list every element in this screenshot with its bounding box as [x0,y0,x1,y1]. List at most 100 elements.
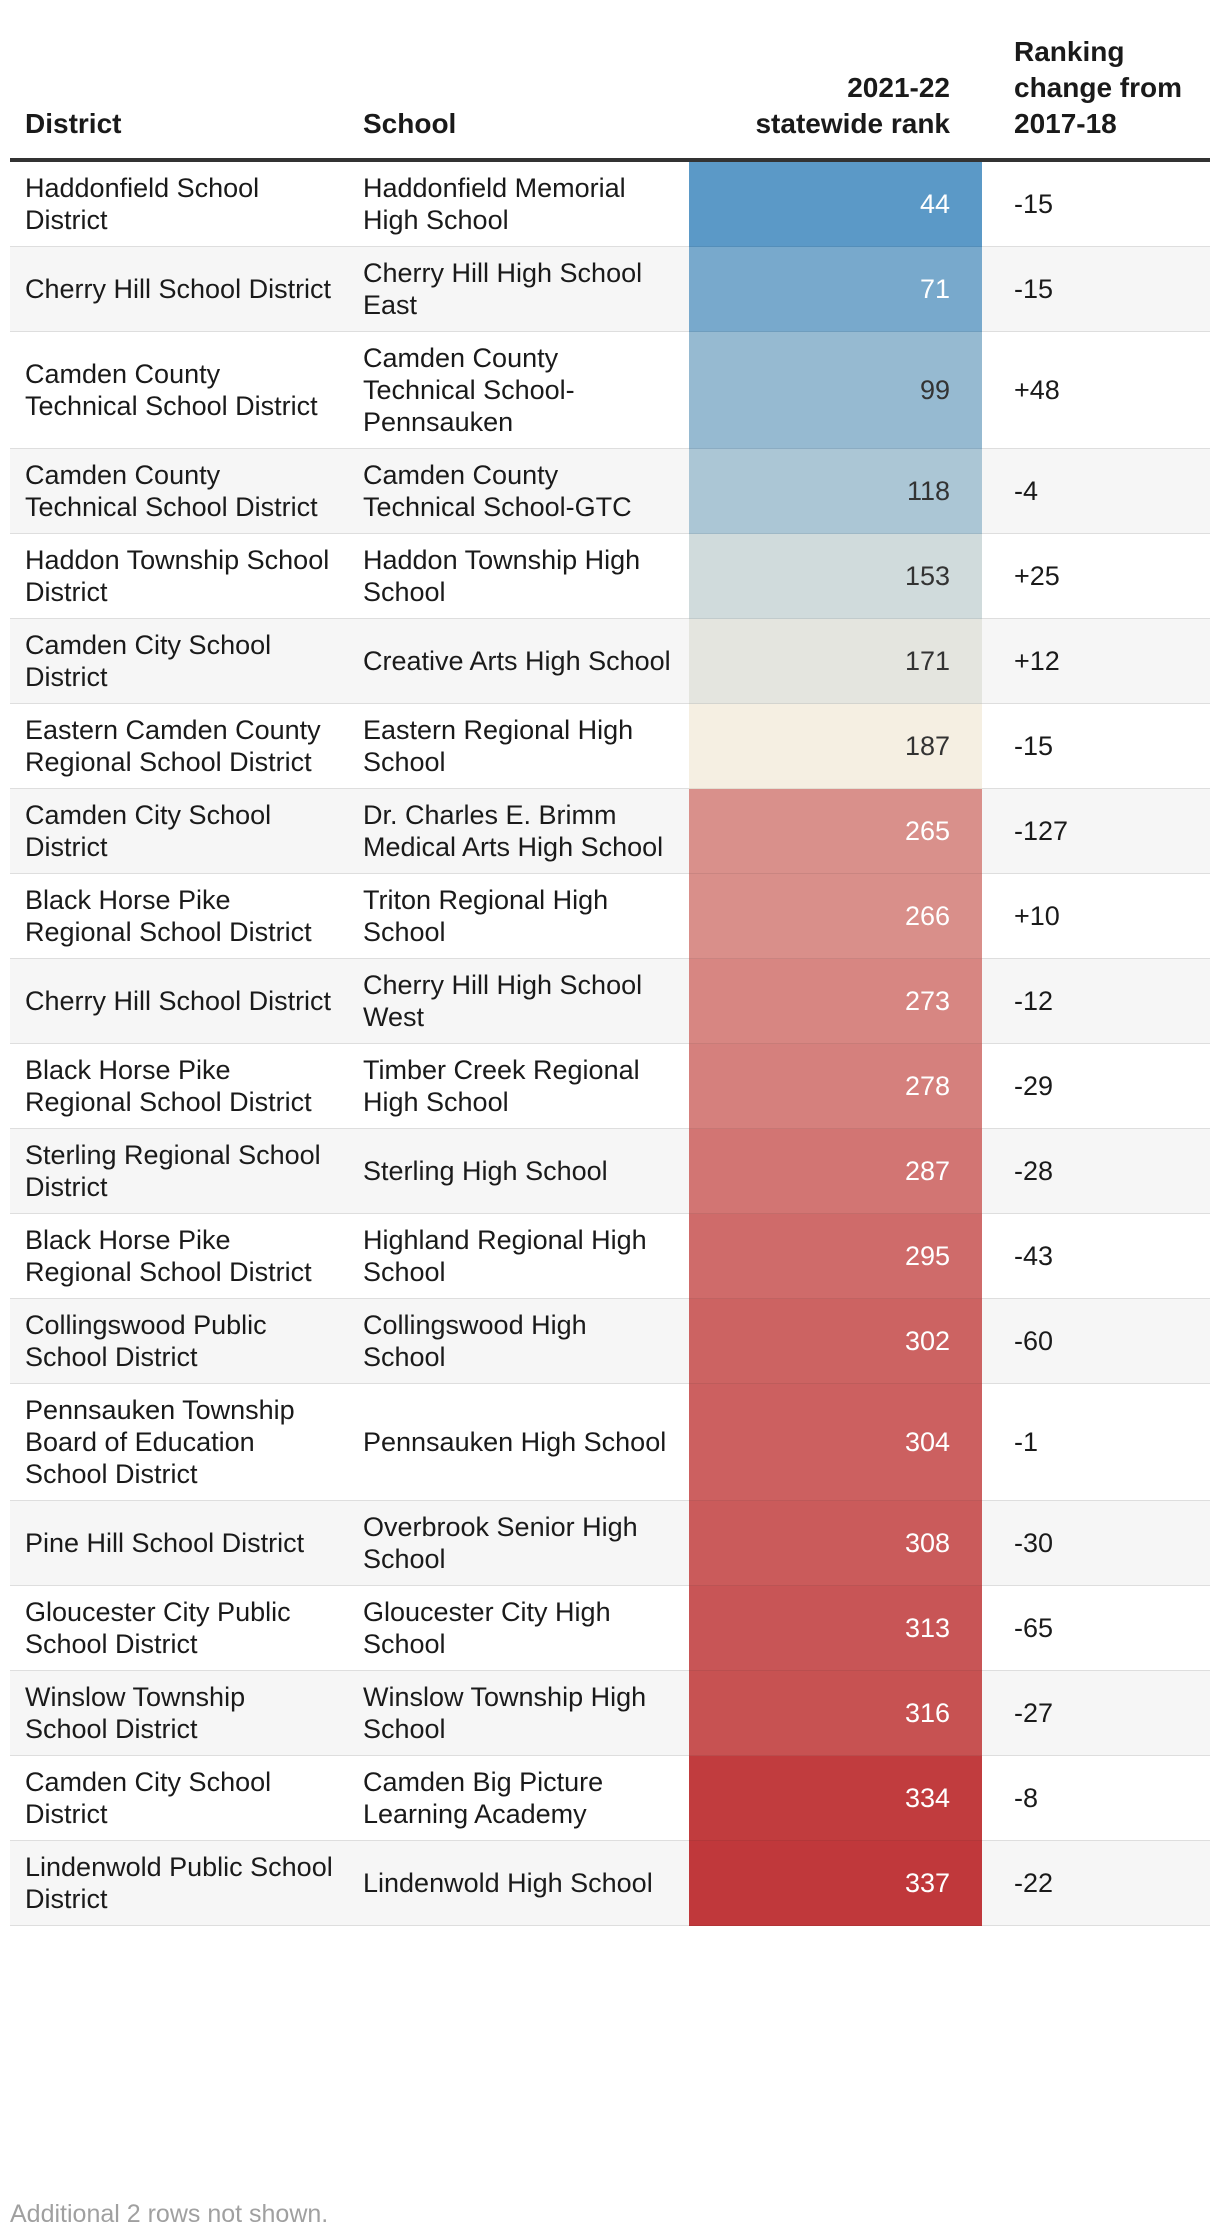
footnote: Additional 2 rows not shown. [10,2200,329,2228]
column-header-rank-line-2: statewide rank [755,108,950,139]
district-cell: Haddonfield School District [10,160,348,247]
column-header-change-line-2: change from [1014,72,1183,103]
change-cell: +48 [982,331,1210,449]
district-cell: Camden County Technical School District [10,331,348,449]
table-row: Black Horse Pike Regional School Distric… [10,1043,1210,1129]
district-cell: Winslow Township School District [10,1670,348,1756]
change-cell: -60 [982,1298,1210,1384]
rank-cell: 278 [689,1043,982,1129]
column-header-rank[interactable]: 2021-22 statewide rank [689,20,982,162]
district-cell: Camden City School District [10,618,348,704]
change-cell: -30 [982,1500,1210,1586]
school-cell: Camden County Technical School-GTC [348,448,689,534]
rank-cell: 265 [689,788,982,874]
district-cell: Camden City School District [10,1755,348,1841]
table-row: Pennsauken Township Board of Education S… [10,1383,1210,1501]
change-cell: -27 [982,1670,1210,1756]
change-cell: -8 [982,1755,1210,1841]
rank-cell: 304 [689,1383,982,1501]
column-header-change[interactable]: Ranking change from 2017-18 [982,20,1210,162]
district-cell: Black Horse Pike Regional School Distric… [10,1043,348,1129]
change-cell: -12 [982,958,1210,1044]
table-row: Camden City School District Dr. Charles E… [10,788,1210,874]
rank-cell: 302 [689,1298,982,1384]
table-row: Cherry Hill School District Cherry Hill H… [10,246,1210,332]
change-cell: -28 [982,1128,1210,1214]
table-row: Camden City School District Creative Arts… [10,618,1210,704]
change-cell: -15 [982,703,1210,789]
rank-cell: 71 [689,246,982,332]
district-cell: Eastern Camden County Regional School Di… [10,703,348,789]
school-cell: Collingswood High School [348,1298,689,1384]
school-cell: Cherry Hill High School East [348,246,689,332]
school-cell: Triton Regional High School [348,873,689,959]
district-cell: Haddon Township School District [10,533,348,619]
table-row: Winslow Township School District Winslow … [10,1670,1210,1756]
rank-cell: 153 [689,533,982,619]
district-cell: Camden City School District [10,788,348,874]
district-cell: Black Horse Pike Regional School Distric… [10,1213,348,1299]
table-row: Camden County Technical School District C… [10,448,1210,534]
change-cell: -22 [982,1840,1210,1926]
rank-cell: 313 [689,1585,982,1671]
school-cell: Creative Arts High School [348,618,689,704]
rank-cell: 295 [689,1213,982,1299]
district-cell: Pennsauken Township Board of Education S… [10,1383,348,1501]
school-cell: Highland Regional High School [348,1213,689,1299]
district-cell: Collingswood Public School District [10,1298,348,1384]
table-row: Haddon Township School District Haddon To… [10,533,1210,619]
column-header-rank-line-1: 2021-22 [847,72,950,103]
table-row: Black Horse Pike Regional School Distric… [10,1213,1210,1299]
column-header-district[interactable]: District [10,20,348,162]
district-cell: Black Horse Pike Regional School Distric… [10,873,348,959]
table-body: Haddonfield School District Haddonfield M… [10,160,1210,1926]
rank-cell: 99 [689,331,982,449]
school-cell: Cherry Hill High School West [348,958,689,1044]
school-cell: Overbrook Senior High School [348,1500,689,1586]
school-cell: Pennsauken High School [348,1383,689,1501]
table-row: Collingswood Public School District Colli… [10,1298,1210,1384]
school-cell: Dr. Charles E. Brimm Medical Arts High S… [348,788,689,874]
school-cell: Timber Creek Regional High School [348,1043,689,1129]
table-row: Sterling Regional School District Sterlin… [10,1128,1210,1214]
table-row: Eastern Camden County Regional School Di… [10,703,1210,789]
school-cell: Gloucester City High School [348,1585,689,1671]
table-row: Camden County Technical School District C… [10,331,1210,449]
rank-cell: 171 [689,618,982,704]
rank-cell: 308 [689,1500,982,1586]
district-cell: Gloucester City Public School District [10,1585,348,1671]
change-cell: -15 [982,160,1210,247]
change-cell: -43 [982,1213,1210,1299]
district-cell: Lindenwold Public School District [10,1840,348,1926]
rank-cell: 337 [689,1840,982,1926]
school-rank-table: District School 2021-22 statewide rank R… [10,20,1210,1926]
rank-cell: 44 [689,160,982,247]
table-row: Black Horse Pike Regional School Distric… [10,873,1210,959]
table-row: Haddonfield School District Haddonfield M… [10,160,1210,247]
column-header-school[interactable]: School [348,20,689,162]
school-cell: Camden Big Picture Learning Academy [348,1755,689,1841]
change-cell: -4 [982,448,1210,534]
district-cell: Sterling Regional School District [10,1128,348,1214]
school-cell: Camden County Technical School-Pennsauke… [348,331,689,449]
school-cell: Eastern Regional High School [348,703,689,789]
rank-cell: 316 [689,1670,982,1756]
rank-cell: 187 [689,703,982,789]
rank-cell: 287 [689,1128,982,1214]
change-cell: +25 [982,533,1210,619]
school-cell: Haddonfield Memorial High School [348,160,689,247]
district-cell: Cherry Hill School District [10,958,348,1044]
change-cell: +10 [982,873,1210,959]
column-header-change-line-1: Ranking [1014,36,1125,67]
rank-cell: 266 [689,873,982,959]
district-cell: Cherry Hill School District [10,246,348,332]
change-cell: -65 [982,1585,1210,1671]
change-cell: -1 [982,1383,1210,1501]
school-cell: Lindenwold High School [348,1840,689,1926]
table-row: Pine Hill School District Overbrook Senio… [10,1500,1210,1586]
table-row: Lindenwold Public School District Lindenw… [10,1840,1210,1926]
district-cell: Camden County Technical School District [10,448,348,534]
change-cell: -15 [982,246,1210,332]
table-header: District School 2021-22 statewide rank R… [10,20,1210,162]
